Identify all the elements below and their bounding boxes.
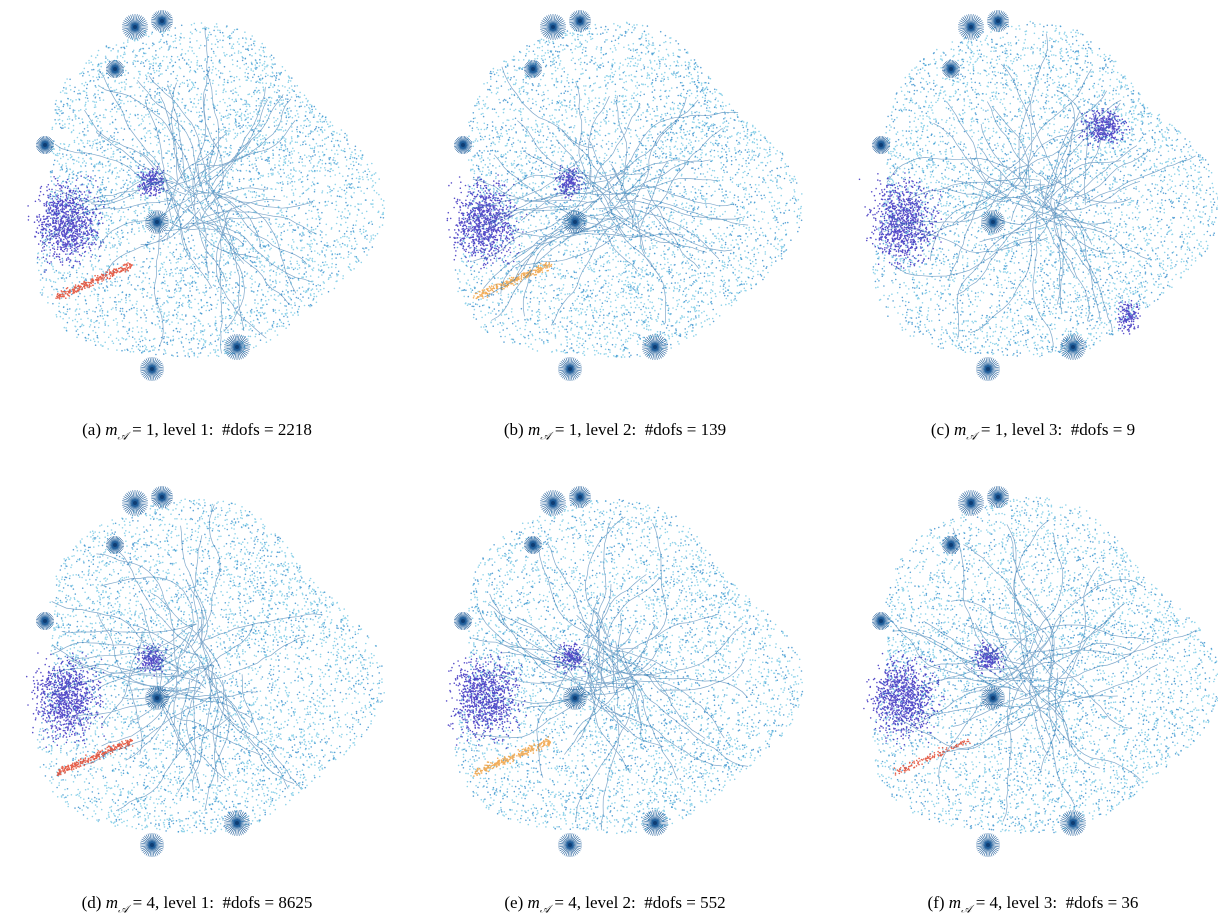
graph-nodes [56, 263, 132, 299]
hub-center [133, 501, 137, 505]
caption-symbol: m [527, 893, 539, 912]
caption-text: = 4, level 1: #dofs = 8625 [133, 893, 313, 912]
hub-center [996, 495, 1000, 499]
caption-tag: (c) [931, 420, 950, 439]
figure: (a) m𝒜 = 1, level 1: #dofs = 2218(b) m𝒜 … [0, 0, 1218, 917]
hub-center [969, 501, 973, 505]
hub-center [160, 19, 164, 23]
hub-center [996, 19, 1000, 23]
hub-center [551, 501, 555, 505]
panel-image [838, 478, 1218, 868]
hub-center [1071, 821, 1075, 825]
caption: (a) m𝒜 = 1, level 1: #dofs = 2218 [0, 420, 402, 443]
caption-text: = 1, level 3: #dofs = 9 [981, 420, 1135, 439]
hub-center [461, 143, 465, 147]
hub-center [573, 696, 577, 700]
caption-symbol: m [949, 893, 961, 912]
caption-tag: (b) [504, 420, 524, 439]
hub-center [969, 25, 973, 29]
caption-text: = 1, level 1: #dofs = 2218 [132, 420, 312, 439]
hub-center [568, 367, 572, 371]
caption-text: = 1, level 2: #dofs = 139 [555, 420, 726, 439]
caption-subscript: 𝒜 [540, 903, 550, 915]
hub-center [150, 367, 154, 371]
hub-center [43, 143, 47, 147]
caption-tag: (a) [82, 420, 101, 439]
caption: (b) m𝒜 = 1, level 2: #dofs = 139 [410, 420, 820, 443]
hub-center [113, 67, 117, 71]
hub-center [150, 843, 154, 847]
caption-text: = 4, level 3: #dofs = 36 [976, 893, 1139, 912]
graph-edges [466, 67, 748, 326]
hub-center [568, 843, 572, 847]
caption: (d) m𝒜 = 4, level 1: #dofs = 8625 [0, 893, 402, 916]
caption-subscript: 𝒜 [118, 430, 128, 442]
hub-center [578, 495, 582, 499]
caption: (f) m𝒜 = 4, level 3: #dofs = 36 [828, 893, 1218, 916]
hub-center [986, 367, 990, 371]
caption-text: = 4, level 2: #dofs = 552 [554, 893, 725, 912]
caption-tag: (e) [504, 893, 523, 912]
graph-nodes [874, 498, 1218, 833]
hub-center [155, 220, 159, 224]
caption: (c) m𝒜 = 1, level 3: #dofs = 9 [828, 420, 1218, 443]
graph-nodes [873, 22, 1218, 357]
caption-subscript: 𝒜 [540, 430, 550, 442]
caption-symbol: m [954, 420, 966, 439]
panel-image [420, 478, 810, 868]
graph-nodes [58, 739, 133, 775]
hub-center [160, 495, 164, 499]
panel-image [838, 2, 1218, 392]
hub-center [949, 67, 953, 71]
hub-center [573, 220, 577, 224]
hub-center [986, 843, 990, 847]
hub-center [235, 345, 239, 349]
caption-symbol: m [106, 893, 118, 912]
hub-center [113, 543, 117, 547]
panel-image [2, 2, 392, 392]
hub-center [653, 821, 657, 825]
graph-nodes [456, 24, 802, 357]
caption: (e) m𝒜 = 4, level 2: #dofs = 552 [410, 893, 820, 916]
graph-nodes [860, 107, 1141, 334]
caption-subscript: 𝒜 [961, 903, 971, 915]
hub-center [879, 143, 883, 147]
hub-center [991, 220, 995, 224]
hub-center [133, 25, 137, 29]
hub-center [531, 543, 535, 547]
hub-center [43, 619, 47, 623]
graph-nodes [894, 739, 970, 775]
hub-center [653, 345, 657, 349]
graph-edges [46, 505, 322, 811]
caption-tag: (d) [82, 893, 102, 912]
hub-center [949, 543, 953, 547]
hub-center [155, 696, 159, 700]
caption-subscript: 𝒜 [966, 430, 976, 442]
caption-symbol: m [105, 420, 117, 439]
hub-center [531, 67, 535, 71]
hub-center [578, 19, 582, 23]
graph-nodes [873, 23, 1218, 356]
caption-subscript: 𝒜 [118, 903, 128, 915]
hub-center [235, 821, 239, 825]
hub-center [1071, 345, 1075, 349]
graph-edges [887, 520, 1196, 822]
caption-tag: (f) [928, 893, 945, 912]
panel-image [2, 478, 392, 868]
hub-center [879, 619, 883, 623]
caption-symbol: m [528, 420, 540, 439]
hub-center [991, 696, 995, 700]
hub-center [461, 619, 465, 623]
hub-center [551, 25, 555, 29]
panel-image [420, 2, 810, 392]
